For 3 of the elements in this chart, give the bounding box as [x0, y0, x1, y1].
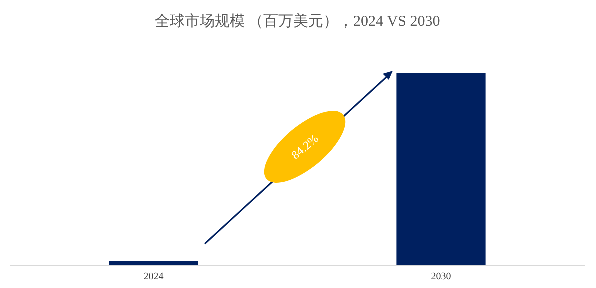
x-tick-label: 2030: [431, 272, 452, 282]
x-tick-label: 2024: [144, 272, 164, 282]
chart-title: 全球市场规模 （百万美元），2024 VS 2030: [154, 13, 440, 30]
